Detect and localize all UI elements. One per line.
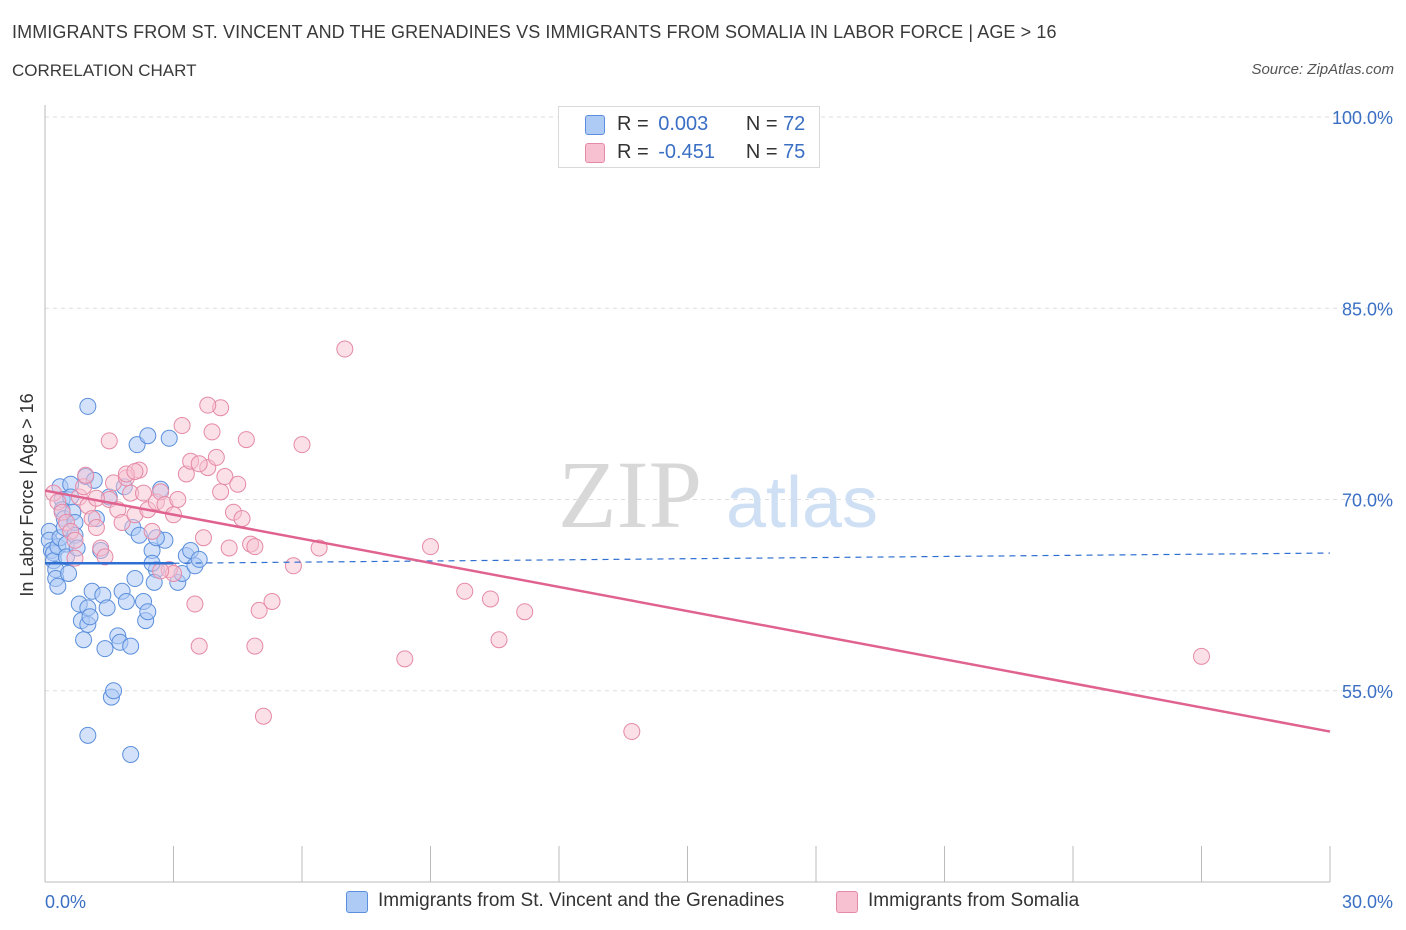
data-point-pink [456, 582, 474, 600]
data-point-pink [516, 603, 534, 621]
data-point-pink [194, 529, 212, 547]
legend-swatch-pink [585, 143, 605, 163]
legend-r-label: R = [617, 113, 649, 135]
data-point-blue [75, 631, 93, 649]
data-point-pink [203, 423, 221, 441]
watermark-zip: ZIP [558, 441, 702, 548]
data-point-blue [49, 577, 67, 595]
data-point-pink [216, 468, 234, 486]
data-point-pink [263, 593, 281, 610]
data-point-pink [293, 436, 311, 454]
data-point-pink [422, 538, 439, 556]
chart-subtitle: CORRELATION CHART [12, 61, 197, 80]
data-point-pink [490, 631, 508, 649]
x-tick-label: 0.0% [45, 892, 86, 912]
data-point-pink [233, 510, 251, 528]
data-point-pink [96, 548, 114, 566]
data-point-blue [139, 427, 157, 445]
data-point-pink [254, 707, 272, 725]
data-point-pink [336, 340, 354, 358]
data-point-pink [207, 448, 225, 466]
data-point-pink [220, 539, 238, 557]
axes [44, 105, 1331, 883]
legend-r-label: R = [617, 141, 649, 163]
y-tick-label: 55.0% [1342, 682, 1393, 702]
chart-title: IMMIGRANTS FROM ST. VINCENT AND THE GREN… [12, 22, 1057, 42]
legend-n-label: N = [745, 141, 778, 163]
data-point-pink [66, 531, 84, 549]
y-tick-label: 70.0% [1342, 491, 1393, 511]
legend-n-value-blue: 72 [783, 113, 806, 135]
trend-lines [44, 489, 1331, 733]
legend-swatch-blue [585, 115, 605, 135]
source-credit: Source: ZipAtlas.com [1251, 61, 1394, 78]
correlation-legend: R = 0.003 N = 72 R = -0.451 N = 75 [558, 106, 820, 168]
data-point-blue [139, 603, 157, 621]
data-point-pink [173, 417, 191, 435]
data-point-pink [284, 557, 302, 575]
data-point-pink [126, 462, 144, 480]
legend-r-value-pink: -0.451 [658, 141, 715, 163]
bottom-legend-label-pink: Immigrants from Somalia [868, 890, 1080, 911]
y-tick-label: 85.0% [1342, 299, 1393, 319]
data-point-pink [77, 466, 95, 484]
series-pink-points [45, 340, 1210, 741]
data-point-blue [98, 599, 116, 617]
data-point-pink [169, 491, 187, 508]
trend-line-blue-dashed [173, 552, 1331, 564]
data-point-blue [126, 570, 144, 588]
bottom-legend-swatch-pink [836, 891, 858, 913]
data-point-pink [246, 637, 264, 655]
data-point-pink [199, 396, 217, 414]
data-point-pink [250, 601, 268, 619]
legend-n-label: N = [745, 113, 778, 135]
data-point-pink [113, 513, 131, 531]
data-point-pink [190, 455, 208, 473]
data-point-pink [229, 475, 247, 493]
data-point-blue [105, 682, 123, 700]
data-point-pink [152, 562, 170, 580]
data-point-pink [212, 483, 230, 501]
data-point-pink [186, 595, 204, 613]
data-point-pink [135, 484, 153, 502]
data-point-pink [481, 590, 499, 608]
data-point-pink [190, 637, 208, 655]
data-point-blue [81, 608, 99, 626]
data-point-blue [122, 746, 140, 763]
data-point-blue [117, 593, 135, 610]
data-point-pink [1193, 647, 1210, 665]
gridlines [45, 116, 1390, 692]
legend-r-value-blue: 0.003 [658, 113, 709, 135]
data-point-pink [237, 431, 255, 449]
data-point-pink [100, 432, 118, 450]
data-point-blue [79, 726, 97, 744]
data-point-blue [190, 550, 208, 568]
trend-line-pink [44, 489, 1331, 733]
data-point-blue [60, 564, 78, 582]
data-point-blue [122, 637, 140, 655]
legend-n-value-pink: 75 [783, 141, 806, 163]
tick-labels: 100.0% 85.0% 70.0% 55.0% 0.0% 30.0% [45, 108, 1393, 912]
watermark-atlas: atlas [726, 463, 878, 543]
series-blue-points [40, 397, 208, 763]
data-point-blue [160, 429, 178, 447]
data-point-blue [79, 397, 97, 415]
y-tick-label: 100.0% [1332, 108, 1393, 128]
data-point-pink [246, 538, 264, 556]
data-point-blue [96, 640, 114, 658]
watermark: ZIP atlas [558, 441, 878, 548]
data-point-pink [623, 723, 641, 741]
y-axis-label: In Labor Force | Age > 16 [17, 393, 37, 596]
data-point-pink [396, 650, 414, 668]
data-point-pink [143, 522, 161, 540]
bottom-legend-label-blue: Immigrants from St. Vincent and the Gren… [378, 890, 785, 911]
data-point-pink [87, 519, 105, 537]
x-tick-label: 30.0% [1342, 892, 1393, 912]
bottom-legend-swatch-blue [346, 891, 368, 913]
